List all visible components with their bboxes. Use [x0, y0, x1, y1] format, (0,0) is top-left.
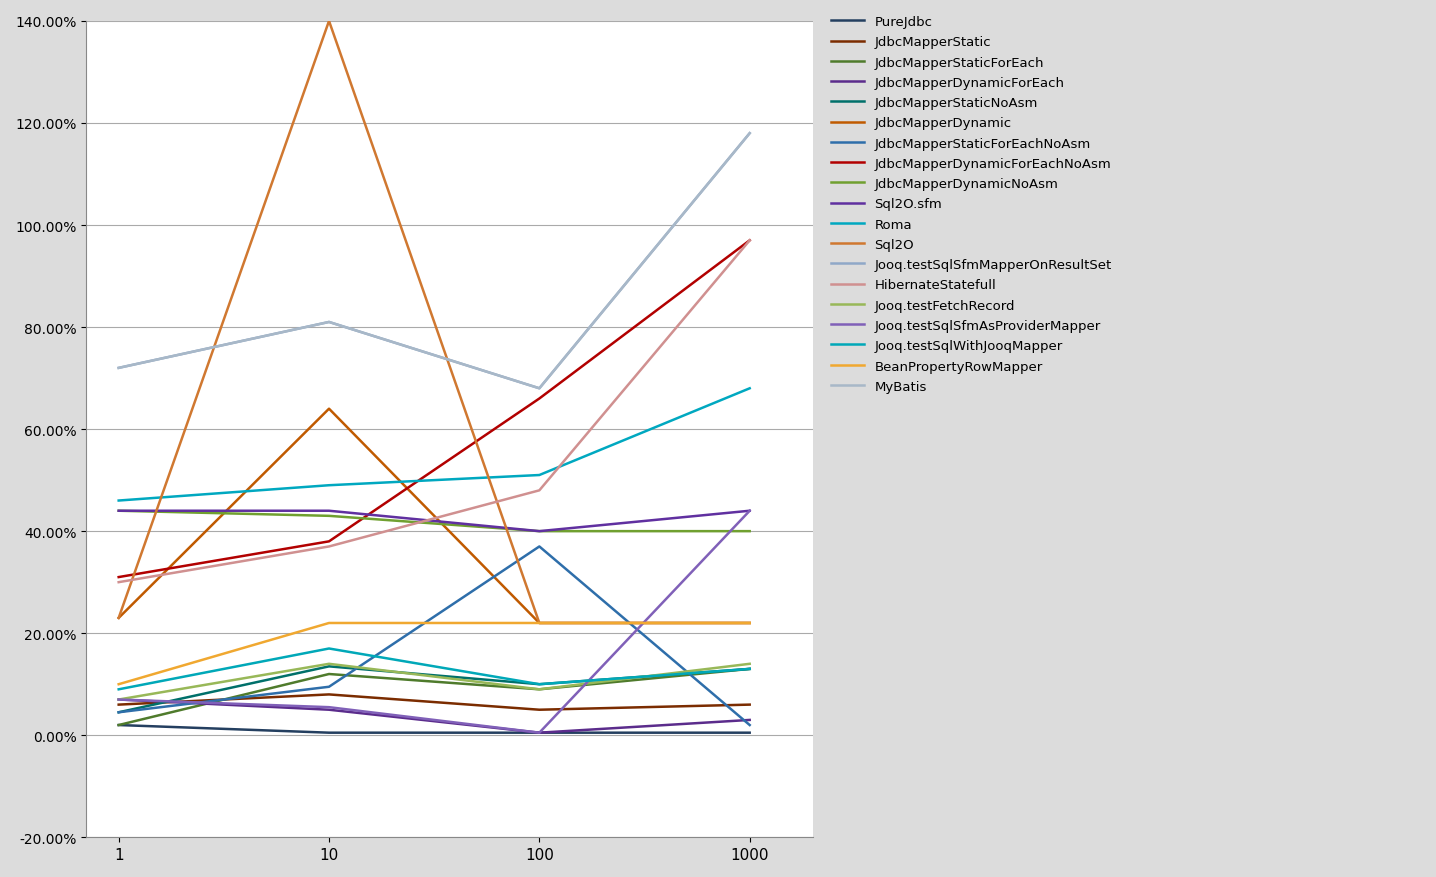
Jooq.testSqlSfmAsProviderMapper	[741, 506, 758, 517]
PureJdbc	[320, 728, 337, 738]
JdbcMapperStatic	[741, 700, 758, 710]
MyBatis	[741, 129, 758, 139]
PureJdbc	[531, 728, 549, 738]
JdbcMapperDynamicNoAsm	[111, 506, 128, 517]
JdbcMapperStaticNoAsm	[320, 661, 337, 672]
JdbcMapperStaticNoAsm	[111, 707, 128, 717]
Jooq.testFetchRecord	[531, 684, 549, 695]
JdbcMapperDynamicNoAsm	[320, 511, 337, 522]
JdbcMapperDynamicNoAsm	[531, 526, 549, 537]
Roma	[531, 470, 549, 481]
MyBatis	[531, 383, 549, 394]
Jooq.testSqlWithJooqMapper	[531, 679, 549, 689]
JdbcMapperStaticForEach	[111, 720, 128, 731]
Line: JdbcMapperDynamicForEachNoAsm: JdbcMapperDynamicForEachNoAsm	[119, 241, 750, 577]
Jooq.testFetchRecord	[320, 659, 337, 669]
Roma	[320, 481, 337, 491]
MyBatis	[320, 317, 337, 328]
Line: Sql2O: Sql2O	[119, 22, 750, 624]
Sql2O.sfm	[111, 506, 128, 517]
Roma	[111, 496, 128, 506]
Roma	[741, 383, 758, 394]
Sql2O.sfm	[741, 506, 758, 517]
Line: Roma: Roma	[119, 389, 750, 501]
JdbcMapperStaticForEachNoAsm	[111, 707, 128, 717]
Line: JdbcMapperStaticNoAsm: JdbcMapperStaticNoAsm	[119, 667, 750, 712]
JdbcMapperStaticForEachNoAsm	[741, 720, 758, 731]
Jooq.testSqlSfmMapperOnResultSet	[320, 317, 337, 328]
JdbcMapperDynamicForEachNoAsm	[111, 572, 128, 582]
Sql2O	[320, 17, 337, 27]
BeanPropertyRowMapper	[531, 618, 549, 629]
Line: MyBatis: MyBatis	[119, 134, 750, 389]
Sql2O	[741, 618, 758, 629]
Jooq.testSqlSfmAsProviderMapper	[111, 695, 128, 705]
Sql2O.sfm	[531, 526, 549, 537]
Jooq.testSqlSfmAsProviderMapper	[531, 728, 549, 738]
HibernateStatefull	[741, 236, 758, 246]
Sql2O.sfm	[320, 506, 337, 517]
Jooq.testSqlSfmMapperOnResultSet	[111, 363, 128, 374]
Line: JdbcMapperDynamicNoAsm: JdbcMapperDynamicNoAsm	[119, 511, 750, 531]
JdbcMapperStaticForEach	[741, 664, 758, 674]
Line: Jooq.testSqlWithJooqMapper: Jooq.testSqlWithJooqMapper	[119, 649, 750, 689]
JdbcMapperDynamicForEach	[320, 704, 337, 715]
JdbcMapperStaticForEach	[531, 684, 549, 695]
PureJdbc	[111, 720, 128, 731]
JdbcMapperDynamicForEachNoAsm	[741, 236, 758, 246]
Legend: PureJdbc, JdbcMapperStatic, JdbcMapperStaticForEach, JdbcMapperDynamicForEach, J: PureJdbc, JdbcMapperStatic, JdbcMapperSt…	[827, 12, 1116, 397]
Line: JdbcMapperDynamicForEach: JdbcMapperDynamicForEach	[119, 700, 750, 733]
JdbcMapperDynamicForEachNoAsm	[320, 537, 337, 547]
Line: JdbcMapperStaticForEach: JdbcMapperStaticForEach	[119, 669, 750, 725]
Jooq.testSqlWithJooqMapper	[741, 664, 758, 674]
HibernateStatefull	[111, 577, 128, 588]
Jooq.testSqlSfmMapperOnResultSet	[531, 383, 549, 394]
BeanPropertyRowMapper	[111, 679, 128, 689]
Sql2O	[111, 613, 128, 624]
Line: BeanPropertyRowMapper: BeanPropertyRowMapper	[119, 624, 750, 684]
Line: JdbcMapperStatic: JdbcMapperStatic	[119, 695, 750, 709]
JdbcMapperStaticForEach	[320, 669, 337, 680]
Jooq.testSqlWithJooqMapper	[111, 684, 128, 695]
Jooq.testFetchRecord	[111, 695, 128, 705]
BeanPropertyRowMapper	[741, 618, 758, 629]
JdbcMapperStaticForEachNoAsm	[531, 542, 549, 553]
JdbcMapperDynamicForEach	[741, 715, 758, 725]
Line: Jooq.testSqlSfmMapperOnResultSet: Jooq.testSqlSfmMapperOnResultSet	[119, 134, 750, 389]
Jooq.testSqlSfmMapperOnResultSet	[741, 129, 758, 139]
JdbcMapperStaticNoAsm	[741, 664, 758, 674]
JdbcMapperDynamic	[741, 618, 758, 629]
Line: Jooq.testFetchRecord: Jooq.testFetchRecord	[119, 664, 750, 700]
JdbcMapperDynamicForEach	[111, 695, 128, 705]
JdbcMapperStatic	[531, 704, 549, 715]
MyBatis	[111, 363, 128, 374]
Sql2O	[531, 618, 549, 629]
Jooq.testSqlWithJooqMapper	[320, 644, 337, 654]
JdbcMapperDynamicForEachNoAsm	[531, 394, 549, 404]
Jooq.testSqlSfmAsProviderMapper	[320, 702, 337, 713]
BeanPropertyRowMapper	[320, 618, 337, 629]
JdbcMapperStaticNoAsm	[531, 679, 549, 689]
Line: HibernateStatefull: HibernateStatefull	[119, 241, 750, 582]
JdbcMapperStatic	[320, 689, 337, 700]
Line: JdbcMapperDynamic: JdbcMapperDynamic	[119, 410, 750, 624]
JdbcMapperDynamic	[320, 404, 337, 415]
JdbcMapperDynamic	[531, 618, 549, 629]
JdbcMapperStaticForEachNoAsm	[320, 681, 337, 692]
Line: Sql2O.sfm: Sql2O.sfm	[119, 511, 750, 531]
HibernateStatefull	[531, 486, 549, 496]
JdbcMapperDynamicForEach	[531, 728, 549, 738]
JdbcMapperStatic	[111, 700, 128, 710]
Line: PureJdbc: PureJdbc	[119, 725, 750, 733]
Jooq.testFetchRecord	[741, 659, 758, 669]
HibernateStatefull	[320, 542, 337, 553]
PureJdbc	[741, 728, 758, 738]
JdbcMapperDynamicNoAsm	[741, 526, 758, 537]
JdbcMapperDynamic	[111, 613, 128, 624]
Line: Jooq.testSqlSfmAsProviderMapper: Jooq.testSqlSfmAsProviderMapper	[119, 511, 750, 733]
Line: JdbcMapperStaticForEachNoAsm: JdbcMapperStaticForEachNoAsm	[119, 547, 750, 725]
